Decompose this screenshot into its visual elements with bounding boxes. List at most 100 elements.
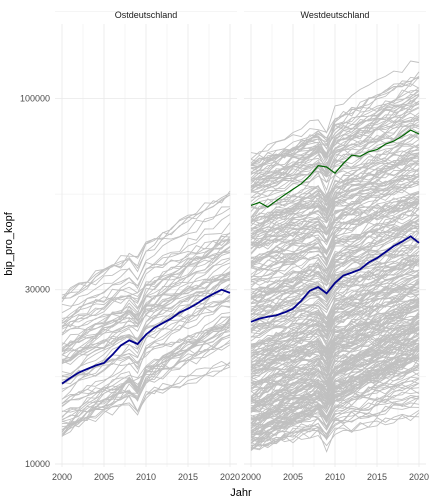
background-series-line (61, 305, 231, 356)
background-series-line (250, 155, 420, 210)
background-series-line (250, 326, 420, 429)
background-series-line (250, 377, 420, 439)
background-series-line (61, 271, 231, 352)
background-series-line (250, 249, 420, 286)
background-series-line (250, 290, 420, 342)
background-series-line (250, 325, 420, 405)
background-series-line (250, 258, 420, 305)
background-series-line (250, 328, 420, 401)
background-series-line (250, 216, 420, 281)
background-series-line (250, 321, 420, 368)
background-series-line (250, 209, 420, 267)
x-tick-label: 2000 (52, 472, 72, 482)
x-tick-label: 2005 (94, 472, 114, 482)
background-series-line (61, 266, 231, 375)
x-axis-title: Jahr (230, 487, 252, 499)
background-series-line (250, 401, 420, 443)
background-series-line (250, 332, 420, 407)
highlighted-series-line (250, 129, 420, 208)
background-series-line (61, 238, 231, 328)
x-tick-label: 2005 (283, 472, 303, 482)
x-tick-label: 2020 (220, 472, 240, 482)
background-series-line (250, 114, 420, 218)
y-tick-label: 10000 (25, 459, 50, 469)
background-series-line (250, 333, 420, 428)
background-series-line (250, 348, 420, 428)
background-series-line (250, 312, 420, 383)
background-series-line (250, 225, 420, 303)
panel-west-background-series (250, 60, 420, 453)
background-series-line (250, 93, 420, 191)
x-tick-label: 2000 (241, 472, 261, 482)
background-series-line (250, 255, 419, 338)
background-series-line (250, 174, 420, 232)
background-series-line (250, 119, 420, 182)
background-series-line (250, 107, 420, 166)
background-series-line (250, 260, 420, 310)
background-series-line (61, 342, 231, 404)
background-series-line (61, 278, 231, 353)
background-series-line (250, 378, 420, 435)
background-series-line (250, 297, 420, 358)
background-series-line (250, 302, 420, 358)
background-series-line (250, 366, 420, 436)
panel-ost-highlighted-series (61, 288, 231, 385)
background-series-line (61, 312, 231, 431)
panel-ost-background (55, 24, 238, 467)
background-series-line (250, 132, 420, 237)
background-series-line (250, 306, 420, 392)
background-series-line (250, 174, 420, 260)
background-series-line (250, 269, 420, 304)
background-series-line (250, 298, 420, 383)
background-series-line (250, 412, 420, 447)
y-tick-label: 100000 (20, 94, 50, 104)
y-axis-ticks: 10000 30000 100000 (20, 94, 50, 469)
background-series-line (250, 172, 420, 247)
panel-west: Westdeutschland (243, 10, 428, 467)
background-series-line (250, 349, 420, 448)
background-series-line (250, 122, 420, 202)
background-series-line (250, 391, 420, 433)
background-series-line (250, 359, 420, 415)
background-series-line (61, 336, 231, 425)
x-tick-label: 2010 (136, 472, 156, 482)
panel-ost-background-series (61, 190, 231, 437)
background-series-line (61, 232, 231, 324)
background-series-line (61, 233, 231, 356)
background-series-line (61, 214, 231, 328)
background-series-line (61, 360, 231, 428)
background-series-line (250, 93, 420, 186)
background-series-line (250, 304, 420, 369)
background-series-line (250, 202, 420, 299)
background-series-line (250, 410, 420, 447)
background-series-line (250, 223, 420, 262)
background-series-line (250, 269, 420, 354)
background-series-line (250, 169, 420, 238)
background-series-line (250, 218, 420, 295)
background-series-line (250, 155, 420, 197)
background-series-line (250, 244, 420, 316)
background-series-line (250, 76, 420, 160)
background-series-line (250, 254, 420, 348)
background-series-line (250, 199, 420, 250)
background-series-line (250, 203, 420, 244)
background-series-line (62, 192, 231, 299)
background-series-line (250, 135, 420, 199)
background-series-line (250, 405, 420, 443)
background-series-line (250, 143, 420, 218)
highlighted-series-line (250, 235, 420, 323)
y-axis-title: bip_pro_kopf (3, 211, 15, 276)
x-tick-label: 2015 (367, 472, 387, 482)
background-series-line (250, 327, 420, 421)
y-tick-label: 30000 (25, 285, 50, 295)
background-series-line (61, 320, 231, 390)
background-series-line (250, 365, 420, 433)
background-series-line (250, 121, 420, 188)
background-series-line (250, 231, 420, 283)
x-tick-label: 2020 (409, 472, 429, 482)
background-series-line (250, 164, 420, 227)
background-series-line (250, 162, 420, 249)
background-series-line (250, 169, 420, 227)
background-series-line (250, 274, 420, 345)
